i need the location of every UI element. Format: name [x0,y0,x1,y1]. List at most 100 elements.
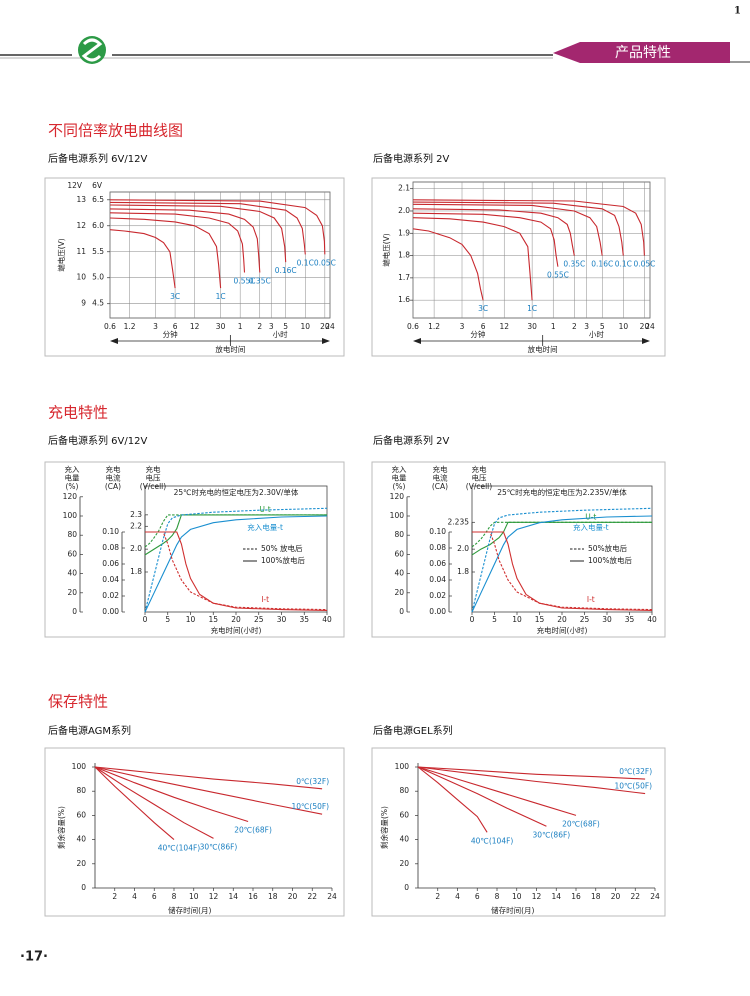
x-tick-label: 4 [132,892,137,901]
y-tick-label: 1.6 [398,295,410,304]
series-label: 20℃(68F) [234,825,272,834]
curve-label: I-t [261,595,269,604]
series-line [417,766,646,780]
x-tick-label: 20 [320,322,330,331]
axis-header: (V/cell) [466,482,492,491]
y-tick-label: 100 [63,511,78,520]
curve-100 [471,521,652,556]
axis-header: 电量 [392,473,407,483]
y-tick-label: 60 [399,810,409,819]
x-tick-label: 1.2 [428,322,440,331]
axis-header: 充电 [433,464,448,474]
curve-label: 充入电量-t [247,522,283,532]
y-tick-label: 2.0 [457,544,469,553]
series-label: 3C [478,304,488,313]
x-tick-label: 0 [143,615,148,624]
legend-label: 100%放电后 [261,555,305,565]
series-line [412,201,624,256]
x-axis-label: 储存时间(月) [491,905,534,915]
y-tick-label: 60 [67,549,77,558]
x-tick-label: 12 [190,322,200,331]
x-tick-label: 5 [165,615,170,624]
x-tick-label: 5 [600,322,605,331]
chart-title: 后备电源系列 2V [373,434,450,447]
curve-label: U-t [260,505,271,514]
arrow-head [413,338,421,344]
axis-header: (CA) [432,482,448,491]
x-tick-label: 30 [277,615,287,624]
arrow-head [642,338,650,344]
y-tick-label: 12 [76,221,86,230]
curve-label: I-t [587,595,595,604]
axis-header: 充电 [472,464,487,474]
x-tick-label: 22 [630,892,640,901]
axis-header: 充入 [392,464,407,474]
series-label: 0℃(32F) [296,777,329,786]
y-tick-label: 11 [76,247,86,256]
y-tick-label: 20 [399,859,409,868]
y-tick-label: 0 [399,607,404,616]
series-line [109,217,222,289]
x-tick-label: 0.6 [407,322,419,331]
series-label: 0.35C [249,277,271,286]
y-tick-label: 80 [394,530,404,539]
x-tick-label: 12 [209,892,219,901]
x-group-label: 分钟 [163,329,178,339]
x-tick-label: 30 [216,322,226,331]
series-line [94,766,323,815]
x-tick-label: 24 [650,892,660,901]
y-tick-label: 120 [63,492,78,501]
series-line [417,766,488,833]
series-label: 0.05C [314,258,336,267]
axis-header: (%) [66,482,79,491]
series-line [94,766,175,841]
x-tick-label: 3 [584,322,589,331]
arrow-head [110,338,118,344]
series-line [412,208,575,256]
series-label: 0.35C [563,260,585,269]
x-tick-label: 6 [173,322,178,331]
chart-title: 后备电源系列 6V/12V [48,434,147,447]
axis-header: 电流 [433,473,448,483]
x-tick-label: 40 [322,615,332,624]
x-tick-label: 20 [557,615,567,624]
y-tick-label: 0.06 [102,559,119,568]
series-label: 0℃(32F) [619,767,652,776]
curve-50 [145,531,328,611]
logo-swirl [81,38,103,62]
y-tick-label: 0.08 [429,543,446,552]
curve-100 [145,531,328,611]
x-tick-label: 10 [186,615,196,624]
axis-header: 充电 [106,464,121,474]
chart-title: 后备电源GEL系列 [373,724,453,737]
x-axis-label: 放电时间 [528,344,558,354]
y-axis-label: 剩余容量(%) [379,806,389,849]
x-tick-label: 8 [172,892,177,901]
curve-50 [144,514,327,548]
x-tick-label: 18 [268,892,278,901]
series-line [109,229,176,289]
section-heading: 充电特性 [48,404,108,422]
y-tick-label: 20 [394,588,404,597]
x-axis-label: 储存时间(月) [168,905,211,915]
y-tick-label: 0.10 [102,527,119,536]
curve-50 [472,531,653,611]
x-group-label: 小时 [273,329,288,339]
axis-header: (V/cell) [140,482,166,491]
x-tick-label: 10 [512,892,522,901]
chart-panel [44,747,345,917]
y-tick-label: 0 [72,607,77,616]
y-tick-label: 2.0 [130,544,142,553]
x-tick-label: 2 [572,322,577,331]
y-tick-label: 40 [67,569,77,578]
y-tick-label: 1.8 [130,567,142,576]
x-axis-label: 充电时间(小时) [211,625,262,635]
series-label: 3C [170,292,180,301]
curve-label: 充入电量-t [573,522,609,532]
y-tick-label: 1.8 [398,251,410,260]
x-tick-label: 35 [299,615,309,624]
x-tick-label: 2 [112,892,117,901]
y-tick-label: 0.06 [429,559,446,568]
axis-header: 充入 [65,464,80,474]
